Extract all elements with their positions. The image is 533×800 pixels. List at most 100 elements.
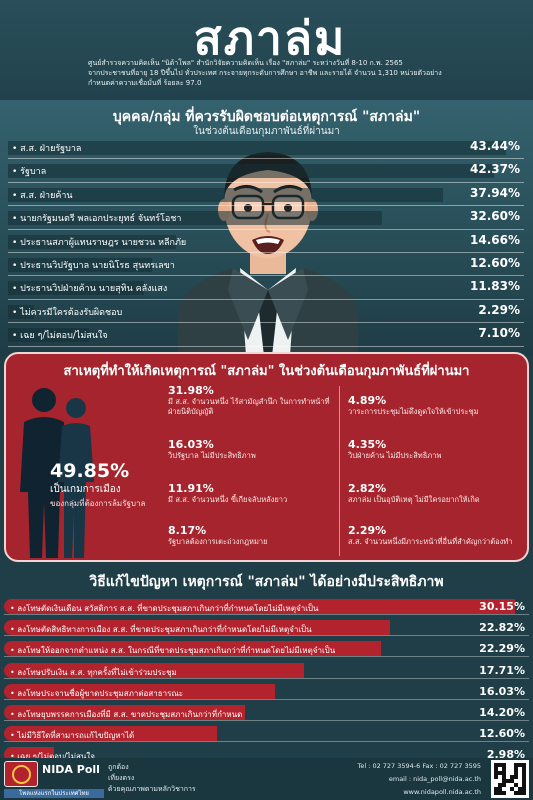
cause-item: 4.35% วิปฝ่ายค้าน ไม่มีประสิทธิภาพ bbox=[348, 438, 518, 461]
header: สภาล่ม ศูนย์สำรวจความคิดเห็น "นิด้าโพล" … bbox=[0, 0, 533, 100]
contact-phone: Tel : 02 727 3594-6 Fax : 02 727 3595 bbox=[357, 762, 481, 770]
blame-label: ประธานวิปรัฐบาล นายนิโรธ สุนทรเลขา bbox=[12, 258, 175, 272]
solutions-title: วิธีแก้ไขปัญหา เหตุการณ์ "สภาล่ม" ได้อย่… bbox=[89, 574, 444, 590]
blame-bar bbox=[8, 164, 494, 179]
solution-row: ลงโทษให้ออกจากตำแหน่ง ส.ส. ในกรณีที่ขาดป… bbox=[4, 638, 529, 659]
cause-percent: 4.89% bbox=[348, 394, 387, 407]
blame-row: ประธานวิปรัฐบาล นายนิโรธ สุนทรเลขา 12.60% bbox=[8, 253, 524, 277]
legend-line-1: ถูกต้อง bbox=[108, 763, 129, 771]
solution-row: ลงโทษตัดเงินเดือน สวัสดิการ ส.ส. ที่ขาดป… bbox=[4, 596, 529, 617]
solution-percent: 14.20% bbox=[479, 705, 525, 719]
blame-row: นายกรัฐมนตรี พลเอกประยุทธ์ จันทร์โอชา 32.… bbox=[8, 206, 524, 230]
legend-line-3: ด้วยคุณภาพตามหลักวิชาการ bbox=[108, 785, 196, 793]
qr-code-icon[interactable] bbox=[491, 760, 529, 798]
blame-label: รัฐบาล bbox=[12, 164, 46, 178]
cause-item: 11.91% มี ส.ส. จำนวนหนึ่ง ขี้เกียจลับหลั… bbox=[168, 482, 338, 505]
logo-name: NIDA Poll bbox=[42, 763, 100, 776]
blame-label: ไม่ควรมีใครต้องรับผิดชอบ bbox=[12, 305, 122, 319]
nida-poll-logo: NIDA Poll โพลแห่งแรกในประเทศไทย bbox=[4, 761, 104, 798]
main-cause-line-1: เป็นเกมการเมือง bbox=[50, 484, 121, 495]
blame-percent: 42.37% bbox=[470, 162, 520, 177]
blame-row: ประธานวิปฝ่ายค้าน นายสุทิน คลังแสง 11.83% bbox=[8, 276, 524, 300]
blame-row: ส.ส. ฝ่ายรัฐบาล 43.44% bbox=[8, 136, 524, 160]
logo-badge-icon bbox=[4, 761, 38, 787]
solution-track bbox=[4, 726, 529, 743]
cause-item: 2.82% สภาล่ม เป็นอุบัติเหตุ ไม่มีใครอยาก… bbox=[348, 482, 518, 505]
solution-track bbox=[4, 663, 529, 679]
solution-row: ลงโทษยุบพรรคการเมืองที่มี ส.ส. ขาดประชุม… bbox=[4, 702, 529, 723]
legend-line-2: เที่ยงตรง bbox=[108, 774, 135, 782]
cause-percent: 4.35% bbox=[348, 438, 387, 451]
solution-percent: 12.60% bbox=[479, 727, 525, 741]
blame-percent: 7.10% bbox=[478, 326, 520, 341]
page-title: สภาล่ม bbox=[193, 11, 347, 65]
blame-label: เฉย ๆ/ไม่ตอบ/ไม่สนใจ bbox=[12, 328, 107, 342]
blame-percent: 11.83% bbox=[470, 279, 520, 294]
survey-line-1: ศูนย์สำรวจความคิดเห็น "นิด้าโพล" สำนักวิ… bbox=[88, 59, 403, 67]
blame-row: ประธานสภาผู้แทนราษฎร นายชวน หลีกภัย 14.66… bbox=[8, 230, 524, 253]
blame-percent: 43.44% bbox=[470, 139, 520, 153]
blame-label: นายกรัฐมนตรี พลเอกประยุทธ์ จันทร์โอชา bbox=[12, 211, 181, 225]
politician-silhouette-icon bbox=[20, 388, 94, 558]
blame-row: ไม่ควรมีใครต้องรับผิดชอบ 2.29% bbox=[8, 300, 524, 324]
cause-text: มี ส.ส. จำนวนหนึ่ง ขี้เกียจลับหลังยาว bbox=[168, 495, 288, 504]
solution-track bbox=[4, 684, 529, 700]
solution-label: ลงโทษประจานชื่อผู้ขาดประชุมสภาต่อสาธารณะ bbox=[10, 687, 183, 700]
solution-row: ลงโทษประจานชื่อผู้ขาดประชุมสภาต่อสาธารณะ… bbox=[4, 681, 529, 702]
survey-info: ศูนย์สำรวจความคิดเห็น "นิด้าโพล" สำนักวิ… bbox=[88, 58, 468, 88]
contact-website[interactable]: www.nidapoll.nida.ac.th bbox=[403, 788, 481, 796]
cause-item: 2.29% ส.ส. จำนวนหนึ่งมีภาระหน้าที่อื่นที… bbox=[348, 524, 518, 547]
solution-row: ไม่มีวิธีใดที่สามารถแก้ไขปัญหาได้ 12.60% bbox=[4, 723, 529, 744]
cause-percent: 11.91% bbox=[168, 482, 214, 495]
solution-row: ลงโทษตัดสิทธิทางการเมือง ส.ส. ที่ขาดประช… bbox=[4, 617, 529, 638]
cause-percent: 2.29% bbox=[348, 524, 387, 537]
causes-title: สาเหตุที่ทำให้เกิดเหตุการณ์ "สภาล่ม" ในช… bbox=[63, 364, 470, 379]
quality-legend: ถูกต้อง เที่ยงตรง ด้วยคุณภาพตามหลักวิชาก… bbox=[108, 762, 196, 795]
blame-row: เฉย ๆ/ไม่ตอบ/ไม่สนใจ 7.10% bbox=[8, 323, 524, 347]
solution-track bbox=[4, 705, 529, 721]
solution-label: ลงโทษให้ออกจากตำแหน่ง ส.ส. ในกรณีที่ขาดป… bbox=[10, 644, 335, 657]
blame-label: ส.ส. ฝ่ายค้าน bbox=[12, 188, 72, 202]
cause-item: 16.03% วิปรัฐบาล ไม่มีประสิทธิภาพ bbox=[168, 438, 338, 461]
cause-text: วาระการประชุมไม่ดึงดูดใจให้เข้าประชุม bbox=[348, 407, 479, 416]
solution-percent: 22.82% bbox=[479, 621, 525, 635]
cause-percent: 31.98% bbox=[168, 384, 214, 397]
blame-percent: 37.94% bbox=[470, 185, 520, 200]
cause-text: สภาล่ม เป็นอุบัติเหตุ ไม่มีใครอยากให้เกิ… bbox=[348, 495, 480, 504]
blame-label: ประธานสภาผู้แทนราษฎร นายชวน หลีกภัย bbox=[12, 235, 186, 249]
blame-bar bbox=[8, 187, 444, 202]
solution-label: เฉย ๆ/ไม่ตอบ/ไม่สนใจ bbox=[10, 750, 95, 763]
solution-label: ลงโทษปรับเงิน ส.ส. ทุกครั้งที่ไม่เข้าร่ว… bbox=[10, 666, 177, 679]
solution-percent: 30.15% bbox=[479, 600, 525, 613]
solution-label: ลงโทษตัดเงินเดือน สวัสดิการ ส.ส. ที่ขาดป… bbox=[10, 602, 318, 615]
blame-percent: 32.60% bbox=[470, 209, 520, 224]
solution-percent: 22.29% bbox=[479, 642, 525, 656]
blame-title: บุคคล/กลุ่ม ที่ควรรับผิดชอบต่อเหตุการณ์ … bbox=[112, 109, 421, 125]
cause-percent: 2.82% bbox=[348, 482, 387, 495]
blame-row: ส.ส. ฝ่ายค้าน 37.94% bbox=[8, 183, 524, 207]
survey-line-3: กำหนดค่าความเชื่อมั่นที่ ร้อยละ 97.0 bbox=[88, 79, 202, 87]
cause-item: 8.17% รัฐบาลต้องการเตะถ่วงกฎหมาย bbox=[168, 524, 338, 547]
blame-label: ส.ส. ฝ่ายรัฐบาล bbox=[12, 141, 81, 155]
solution-percent: 16.03% bbox=[479, 684, 525, 698]
cause-percent: 8.17% bbox=[168, 524, 207, 537]
blame-section: บุคคล/กลุ่ม ที่ควรรับผิดชอบต่อเหตุการณ์ … bbox=[0, 100, 533, 356]
cause-text: วิปฝ่ายค้าน ไม่มีประสิทธิภาพ bbox=[348, 451, 442, 460]
cause-item: 4.89% วาระการประชุมไม่ดึงดูดใจให้เข้าประ… bbox=[348, 394, 518, 417]
solution-row: ลงโทษปรับเงิน ส.ส. ทุกครั้งที่ไม่เข้าร่ว… bbox=[4, 660, 529, 681]
blame-subtitle: ในช่วงต้นเดือนกุมภาพันธ์ที่ผ่านมา bbox=[193, 126, 340, 137]
blame-percent: 12.60% bbox=[470, 255, 520, 270]
solution-percent: 17.71% bbox=[479, 663, 525, 677]
solutions-list: ลงโทษตัดเงินเดือน สวัสดิการ ส.ส. ที่ขาดป… bbox=[4, 596, 529, 766]
solution-label: ไม่มีวิธีใดที่สามารถแก้ไขปัญหาได้ bbox=[10, 729, 134, 742]
solution-label: ลงโทษยุบพรรคการเมืองที่มี ส.ส. ขาดประชุม… bbox=[10, 708, 242, 721]
main-cause-line-2: ของกลุ่มที่ต้องการล้มรัฐบาล bbox=[50, 499, 146, 508]
cause-text: รัฐบาลต้องการเตะถ่วงกฎหมาย bbox=[168, 537, 268, 546]
main-cause: 49.85% เป็นเกมการเมือง ของกลุ่มที่ต้องกา… bbox=[50, 460, 180, 510]
contact-info: Tel : 02 727 3594-6 Fax : 02 727 3595 em… bbox=[357, 760, 481, 799]
cause-item: 31.98% มี ส.ส. จำนวนหนึ่ง ไร้สามัญสำนึก … bbox=[168, 384, 338, 417]
cause-text: วิปรัฐบาล ไม่มีประสิทธิภาพ bbox=[168, 451, 256, 460]
contact-email[interactable]: email : nida_poll@nida.ac.th bbox=[388, 775, 481, 783]
solution-label: ลงโทษตัดสิทธิทางการเมือง ส.ส. ที่ขาดประช… bbox=[10, 623, 311, 636]
blame-list: ส.ส. ฝ่ายรัฐบาล 43.44% รัฐบาล 42.37% ส.ส. … bbox=[8, 136, 524, 347]
